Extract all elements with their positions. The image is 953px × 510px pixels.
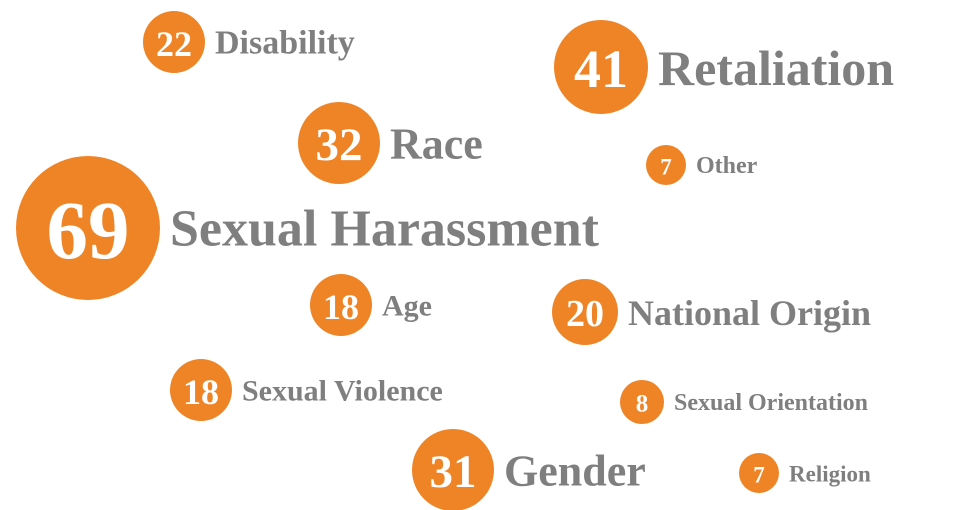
count-number: 20 [566, 293, 604, 335]
category-label: Retaliation [658, 40, 894, 96]
category-label: Disability [215, 25, 355, 62]
category-label: Religion [789, 462, 871, 487]
count-bubble [16, 156, 160, 300]
count-bubble [646, 145, 686, 185]
category-label: National Origin [628, 293, 871, 333]
count-number: 18 [323, 287, 359, 327]
count-number: 7 [660, 155, 672, 180]
category-label: Gender [504, 447, 646, 496]
count-number: 31 [430, 446, 477, 498]
count-bubble [554, 20, 648, 114]
category-label: Sexual Violence [242, 375, 443, 408]
category-label: Age [382, 290, 432, 323]
count-bubble [620, 380, 664, 424]
count-bubble [412, 429, 494, 510]
category-label: Sexual Orientation [674, 390, 868, 416]
category-label: Other [696, 153, 758, 179]
count-number: 7 [753, 463, 765, 488]
count-bubble [552, 279, 618, 345]
count-bubble [298, 102, 380, 184]
count-bubble [143, 11, 205, 73]
count-number: 18 [183, 372, 219, 412]
count-number: 8 [636, 391, 649, 418]
count-number: 22 [156, 24, 192, 64]
category-label: Race [390, 120, 483, 169]
count-number: 69 [47, 184, 130, 276]
count-bubble [739, 453, 779, 493]
category-label: Sexual Harassment [170, 201, 600, 258]
count-number: 32 [316, 119, 363, 171]
count-number: 41 [574, 39, 628, 99]
count-bubble [170, 359, 232, 421]
count-bubble [310, 274, 372, 336]
